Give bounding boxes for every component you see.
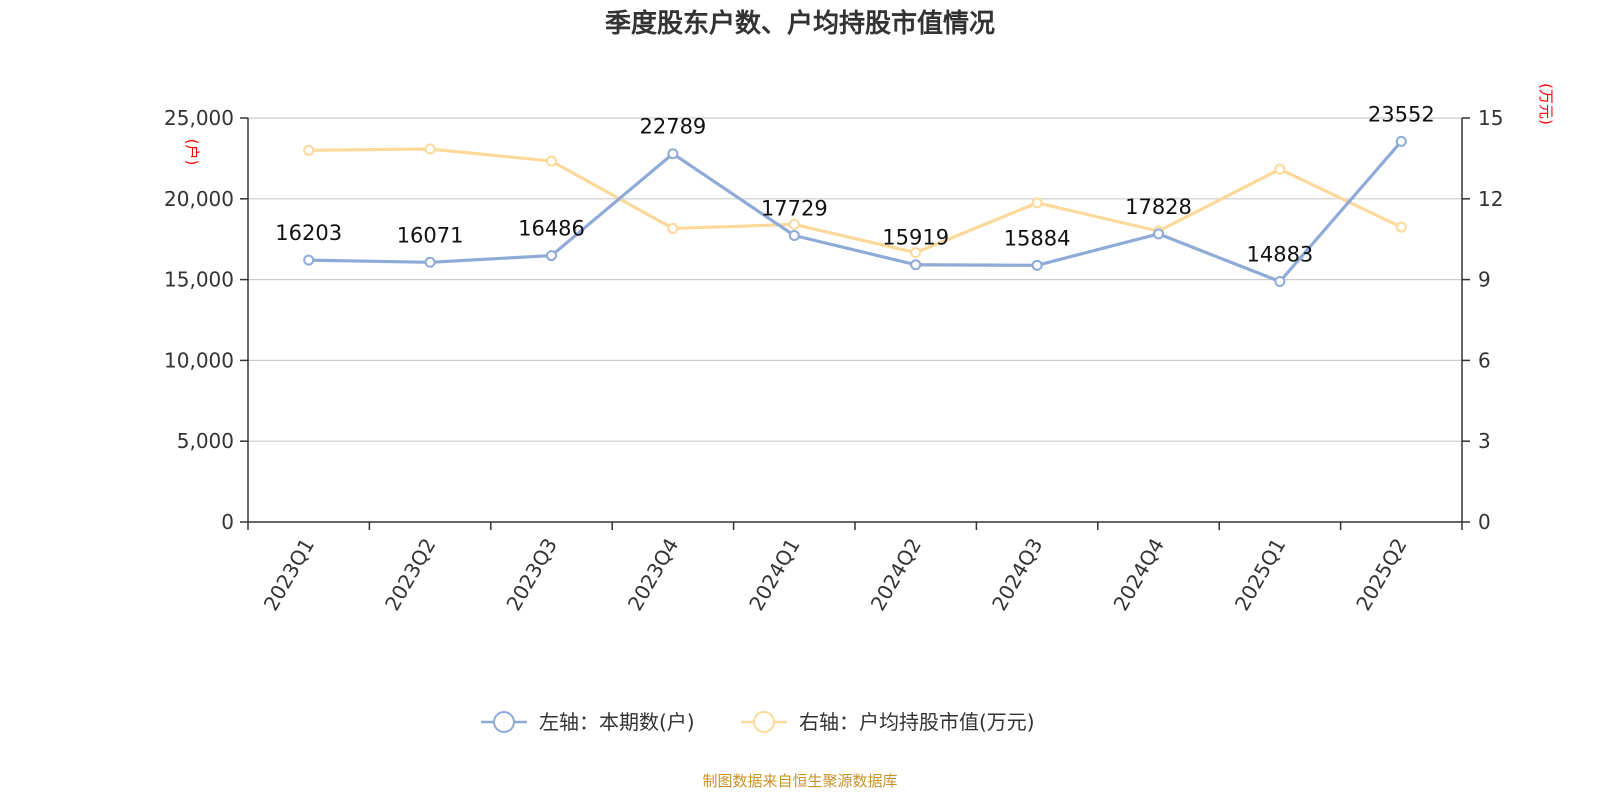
right-tick-label: 6	[1478, 348, 1491, 372]
data-point-right	[788, 218, 800, 230]
source-note: 制图数据来自恒生聚源数据库	[702, 772, 897, 790]
series-line-right	[308, 147, 1402, 255]
data-label: 15919	[882, 226, 949, 250]
left-tick-label: 25,000	[164, 106, 234, 130]
data-point-left	[910, 259, 922, 271]
legend-item-left[interactable]: 左轴：本期数(户)	[481, 710, 695, 734]
right-axis-unit: (万元)	[1537, 83, 1555, 125]
x-tick-label: 2023Q2	[380, 534, 440, 615]
right-tick-label: 3	[1478, 429, 1491, 453]
left-tick-label: 15,000	[164, 268, 234, 292]
data-point-right	[910, 247, 922, 259]
data-label: 23552	[1368, 102, 1435, 126]
legend-label: 左轴：本期数(户)	[539, 710, 695, 734]
data-point-left	[788, 229, 800, 241]
chart-title: 季度股东户数、户均持股市值情况	[605, 8, 995, 39]
x-tick-label: 2024Q4	[1108, 534, 1168, 615]
legend-marker	[493, 711, 515, 733]
data-point-left	[1153, 228, 1164, 240]
data-point-left	[424, 256, 436, 268]
data-point-left	[546, 250, 557, 262]
x-tick-label: 2024Q1	[744, 534, 804, 615]
x-tick-label: 2023Q4	[623, 534, 683, 615]
data-label: 16486	[518, 217, 585, 241]
data-label: 16071	[397, 223, 464, 247]
data-point-right	[546, 155, 557, 167]
x-tick-label: 2025Q2	[1351, 534, 1411, 615]
x-tick-label: 2024Q3	[987, 534, 1047, 615]
axes: 0 5,000 10,000 15,000 20,000 25,000 0 3 6 9 12 15 20…	[164, 83, 1555, 615]
data-label: 17828	[1125, 195, 1192, 219]
right-tick-label: 15	[1478, 106, 1503, 130]
legend-item-right[interactable]: 右轴：户均持股市值(万元)	[741, 710, 1035, 734]
x-tick-label: 2023Q3	[501, 534, 561, 615]
x-tick-label: 2023Q1	[259, 534, 319, 615]
data-point-right	[667, 222, 679, 234]
right-tick-label: 12	[1478, 187, 1503, 211]
data-point-right	[1031, 197, 1043, 209]
x-tick-label: 2024Q2	[866, 534, 926, 615]
data-label: 22789	[639, 115, 706, 139]
grid-lines	[248, 117, 1462, 442]
data-label: 16203	[275, 221, 342, 245]
legend-label: 右轴：户均持股市值(万元)	[799, 710, 1035, 734]
data-labels: 16203 16071 16486 22789 17729 15919 15884 17828…	[275, 102, 1434, 266]
series-layer	[303, 135, 1407, 287]
left-tick-label: 5,000	[177, 429, 234, 453]
left-tick-label: 20,000	[164, 187, 234, 211]
data-point-right	[303, 144, 315, 156]
data-point-left	[303, 254, 315, 266]
x-tick-label: 2025Q1	[1230, 534, 1290, 615]
data-label: 15884	[1004, 226, 1071, 250]
data-point-right	[1274, 163, 1286, 175]
data-point-right	[1395, 221, 1407, 233]
legend-marker	[753, 711, 775, 733]
data-point-left	[1031, 259, 1043, 271]
data-point-right	[424, 143, 436, 155]
data-point-left	[1395, 135, 1407, 147]
legend[interactable]: 左轴：本期数(户) 右轴：户均持股市值(万元)	[481, 710, 1035, 734]
right-tick-label: 9	[1478, 268, 1491, 292]
left-tick-label: 10,000	[164, 348, 234, 372]
data-label: 14883	[1246, 242, 1313, 266]
left-axis-unit: (户)	[183, 139, 201, 166]
right-tick-label: 0	[1478, 510, 1491, 534]
data-label: 17729	[761, 196, 828, 220]
left-tick-label: 0	[221, 510, 234, 534]
data-point-left	[667, 148, 679, 160]
data-point-left	[1274, 275, 1286, 287]
series-line-left	[308, 140, 1403, 284]
